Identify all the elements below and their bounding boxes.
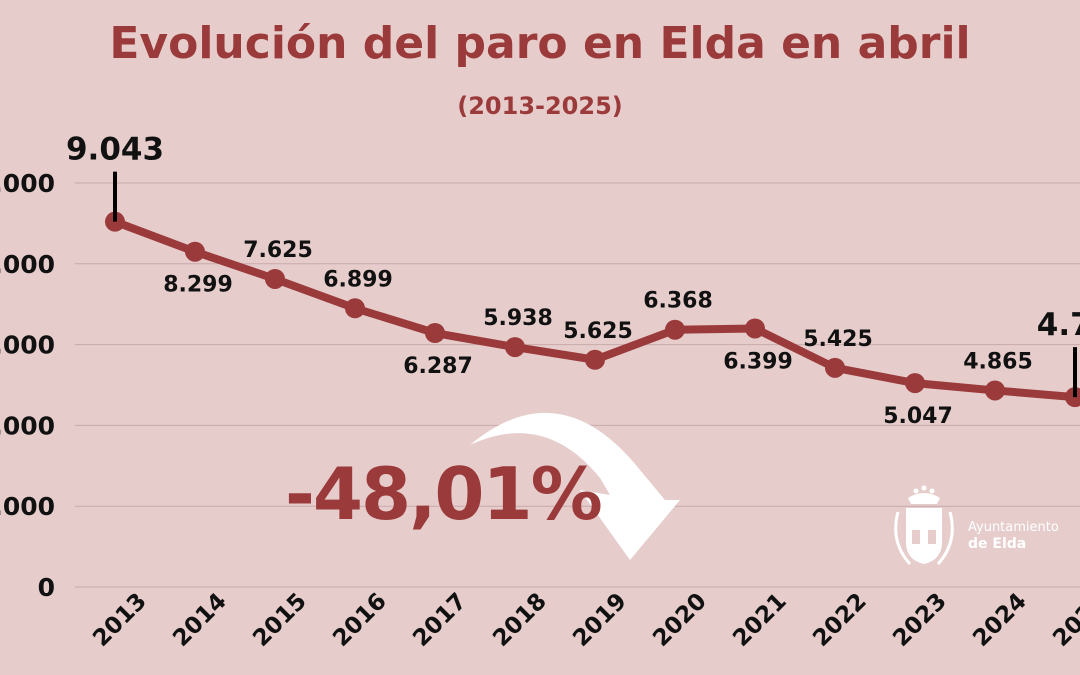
percent-change-annotation: -48,01% bbox=[285, 452, 603, 536]
y-tick-label: 8.000 bbox=[0, 250, 55, 279]
y-tick-label: 6.000 bbox=[0, 331, 55, 360]
data-point bbox=[185, 241, 205, 262]
x-tick-label: 2025 bbox=[1048, 588, 1080, 652]
data-label: 9.043 bbox=[66, 132, 164, 168]
data-label: 6.899 bbox=[323, 267, 393, 292]
data-point bbox=[505, 337, 525, 358]
x-tick-label: 2015 bbox=[248, 588, 312, 652]
data-label: 7.625 bbox=[243, 238, 313, 263]
data-label: 5.938 bbox=[483, 306, 553, 331]
x-tick-label: 2024 bbox=[968, 588, 1032, 652]
data-label: 8.299 bbox=[163, 273, 233, 298]
x-tick-label: 2013 bbox=[88, 588, 152, 652]
curved-arrow-icon bbox=[470, 412, 680, 560]
x-tick-label: 2023 bbox=[888, 588, 952, 652]
data-point bbox=[345, 298, 365, 319]
y-tick-label: 2.000 bbox=[0, 492, 55, 521]
x-tick-label: 2017 bbox=[408, 588, 472, 652]
data-point bbox=[425, 323, 445, 344]
data-point bbox=[1065, 387, 1080, 408]
data-label: 5.425 bbox=[803, 327, 873, 352]
x-tick-label: 2019 bbox=[568, 588, 632, 652]
y-tick-label: 10.000 bbox=[0, 169, 55, 198]
data-label: 5.625 bbox=[563, 319, 633, 344]
logo-text-line2: de Elda bbox=[968, 536, 1027, 552]
x-tick-label: 2014 bbox=[168, 588, 232, 652]
x-tick-label: 2018 bbox=[488, 588, 552, 652]
data-label: 5.047 bbox=[883, 404, 953, 429]
chart-title: Evolución del paro en Elda en abril bbox=[109, 18, 971, 69]
logo-text-line1: Ayuntamiento bbox=[968, 520, 1059, 535]
data-point bbox=[265, 268, 285, 289]
x-tick-label: 2016 bbox=[328, 588, 392, 652]
data-label: 6.368 bbox=[643, 289, 713, 314]
ayuntamiento-logo: Ayuntamiento de Elda bbox=[884, 482, 1074, 574]
data-label: 6.287 bbox=[403, 354, 473, 379]
data-label: 4.70 bbox=[1037, 307, 1080, 343]
coat-of-arms-icon bbox=[894, 485, 954, 566]
y-tick-label: 4.000 bbox=[0, 411, 55, 440]
x-tick-label: 2020 bbox=[648, 588, 712, 652]
data-point bbox=[585, 349, 605, 370]
data-label: 6.399 bbox=[723, 349, 793, 374]
data-point bbox=[665, 319, 685, 340]
data-point bbox=[825, 357, 845, 378]
x-tick-label: 2022 bbox=[808, 588, 872, 652]
x-tick-label: 2021 bbox=[728, 588, 792, 652]
chart-subtitle: (2013-2025) bbox=[457, 92, 623, 120]
data-label: 4.865 bbox=[963, 349, 1033, 374]
data-point bbox=[745, 318, 765, 339]
y-tick-label: 0 bbox=[38, 573, 55, 602]
data-point bbox=[985, 380, 1005, 401]
data-point bbox=[905, 373, 925, 394]
